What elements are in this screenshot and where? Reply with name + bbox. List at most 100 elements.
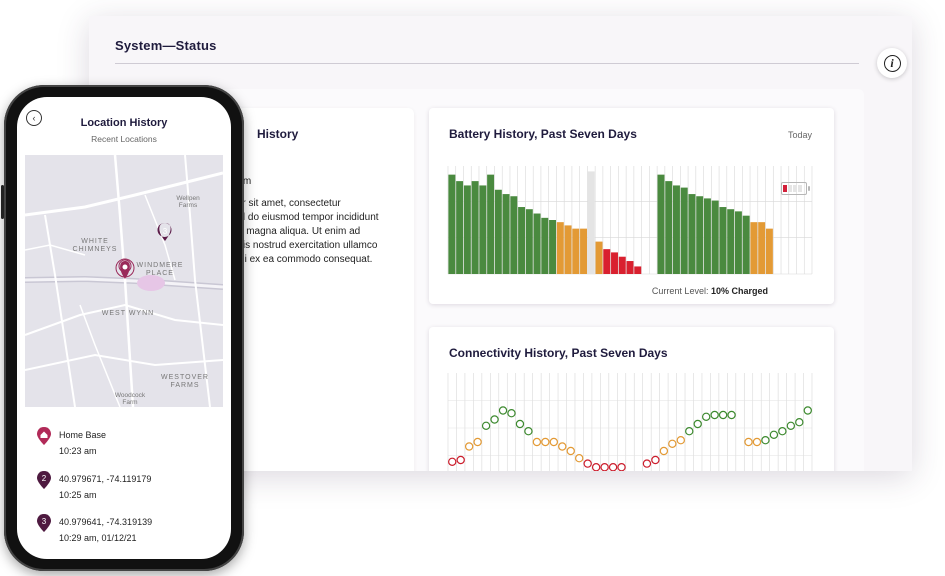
battery-history-card: Battery History, Past Seven Days Today C… (429, 108, 834, 304)
battery-bar (665, 181, 673, 274)
connectivity-point (795, 417, 804, 427)
back-button[interactable]: ‹ (26, 110, 42, 126)
list-item[interactable]: 40.979671, -74.119179 10:25 am (59, 471, 151, 503)
battery-bar (533, 213, 541, 274)
battery-bar (719, 207, 727, 274)
battery-bar (502, 194, 510, 274)
battery-bar (696, 196, 704, 274)
connectivity-point (727, 410, 736, 420)
map-label: WEST WYNN (102, 310, 154, 317)
battery-bar (680, 187, 688, 274)
connectivity-point (481, 421, 491, 431)
connectivity-point (744, 437, 753, 447)
map-label: Wellpen (176, 195, 200, 202)
map-label: Farms (179, 202, 198, 209)
battery-bar (518, 207, 526, 274)
battery-bar (456, 181, 464, 274)
connectivity-point (507, 408, 516, 418)
battery-bar (587, 171, 595, 274)
connectivity-point (803, 406, 812, 415)
connectivity-point (558, 442, 567, 451)
svg-text:3: 3 (163, 227, 168, 236)
connectivity-point (718, 410, 728, 420)
map-label: PLACE (146, 270, 174, 277)
battery-bar (510, 196, 518, 274)
system-status-window: System—Status i History ll 3 am olor sit… (89, 16, 912, 471)
battery-bar (595, 241, 603, 274)
connectivity-point (642, 459, 652, 468)
connectivity-point (676, 435, 685, 445)
map-label: Woodcock (115, 392, 146, 399)
entry-description: olor sit amet, consectetur sed do eiusmo… (229, 198, 379, 265)
location-coordinates: 40.979641, -74.319139 (59, 517, 153, 527)
current-level: Current Level: 10% Charged (652, 286, 768, 296)
location-history-title: History (257, 127, 299, 141)
location-name: Home Base (59, 430, 107, 440)
battery-bar (525, 209, 533, 274)
battery-bar (487, 174, 495, 274)
home-pin-icon[interactable] (115, 258, 135, 279)
connectivity-point (464, 442, 474, 451)
battery-bar-chart (447, 166, 813, 275)
connectivity-point (651, 455, 660, 465)
map-label: WHITE (81, 238, 109, 245)
phone-title: Location History (80, 117, 168, 129)
location-map[interactable]: WHITE CHIMNEYS WINDMERE PLACE WEST WYNN … (25, 155, 223, 407)
connectivity-point (600, 463, 609, 471)
connectivity-history-card: Connectivity History, Past Seven Days (429, 327, 834, 471)
battery-bar (603, 249, 611, 274)
current-level-label: Current Level: (651, 286, 709, 296)
connectivity-point (769, 430, 779, 440)
connectivity-dot-chart (447, 373, 813, 471)
location-time: 10:23 am (59, 446, 97, 456)
location-time: 10:25 am (59, 490, 97, 500)
battery-bar (734, 211, 742, 274)
battery-bar (463, 185, 471, 274)
connectivity-point (761, 435, 770, 445)
info-button[interactable]: i (877, 48, 907, 78)
connectivity-point (549, 437, 559, 447)
battery-bar (727, 209, 735, 274)
battery-history-title: Battery History, Past Seven Days (449, 127, 637, 141)
battery-icon (781, 182, 810, 195)
battery-bar (657, 174, 665, 274)
battery-bar (688, 194, 696, 274)
battery-bar (479, 185, 487, 274)
info-icon: i (883, 54, 901, 72)
number-pin-icon: 2 (37, 471, 51, 489)
battery-bar (564, 225, 572, 274)
connectivity-point (575, 453, 584, 463)
phone-device: ‹ Location History Recent Locations WHIT… (1, 85, 244, 571)
connectivity-point (591, 463, 601, 471)
connectivity-point (710, 410, 719, 420)
connectivity-point (668, 439, 677, 449)
connectivity-point (701, 412, 711, 422)
connectivity-point (490, 415, 499, 424)
battery-bar (765, 228, 773, 274)
map-label: WINDMERE (137, 262, 184, 269)
battery-bar (742, 215, 750, 274)
battery-bar (494, 189, 502, 274)
connectivity-point (566, 446, 575, 456)
map-label: FARMS (170, 382, 199, 389)
battery-segment (783, 185, 787, 192)
connectivity-history-title: Connectivity History, Past Seven Days (449, 346, 668, 360)
connectivity-point (778, 426, 787, 436)
page-title: System—Status (115, 38, 217, 53)
title-divider (115, 63, 859, 64)
chevron-left-icon: ‹ (32, 113, 36, 123)
connectivity-point (659, 446, 669, 456)
list-item[interactable]: 40.979641, -74.319139 10:29 am, 01/12/21 (59, 514, 152, 546)
map-label: WESTOVER (161, 374, 209, 381)
location-coordinates: 40.979671, -74.119179 (59, 474, 152, 484)
connectivity-point (473, 437, 482, 447)
phone-subtitle: Recent Locations (91, 134, 157, 144)
battery-bar (750, 222, 758, 274)
battery-bar (471, 181, 479, 274)
list-item[interactable]: Home Base 10:23 am (59, 427, 106, 459)
connectivity-point (608, 463, 618, 471)
connectivity-point (515, 419, 525, 429)
map-pin-icon[interactable]: 3 (157, 223, 172, 241)
location-time: 10:29 am, 01/12/21 (59, 533, 137, 543)
battery-bar (556, 222, 564, 274)
